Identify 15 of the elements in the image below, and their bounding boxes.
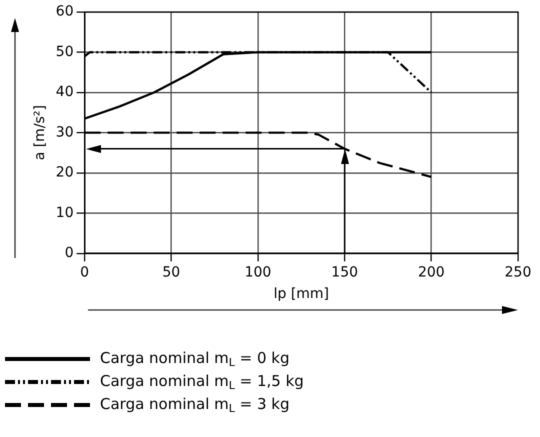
- y-tick-label: 0: [64, 245, 74, 262]
- y-tick-label: 50: [56, 44, 74, 60]
- y-tick-label: 30: [56, 124, 74, 140]
- x-tick-label: 150: [331, 264, 358, 280]
- x-tick-label: 100: [244, 264, 272, 280]
- x-tick-label: 50: [162, 264, 180, 280]
- y-tick-label: 60: [56, 4, 74, 20]
- y-tick-label: 40: [56, 84, 74, 100]
- x-tick-label: 200: [418, 264, 445, 280]
- y-tick-label: 10: [56, 204, 74, 221]
- x-tick-label: 250: [504, 264, 532, 280]
- y-axis-title: a [m/s²]: [32, 105, 48, 160]
- x-axis-title: lp [mm]: [274, 286, 330, 302]
- x-tick-label: 0: [80, 264, 90, 280]
- y-tick-label: 20: [56, 164, 74, 181]
